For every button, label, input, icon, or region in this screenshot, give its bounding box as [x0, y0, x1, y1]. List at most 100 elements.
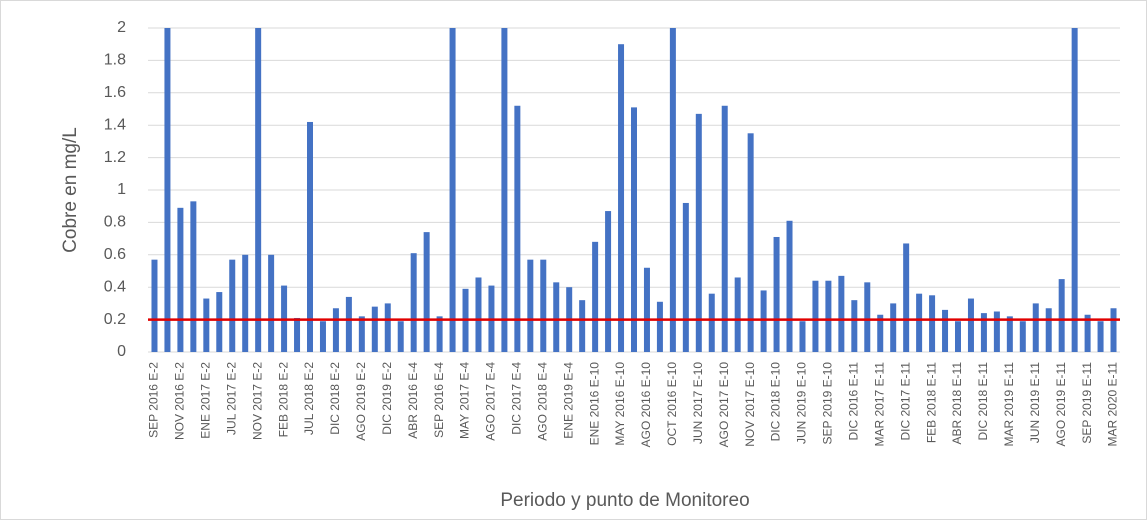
bar: [151, 259, 158, 352]
x-tick-label: JUN 2019 E-11: [1028, 362, 1042, 443]
bar: [864, 282, 871, 352]
bar: [1032, 303, 1039, 352]
bar: [618, 44, 625, 352]
bar: [436, 316, 443, 352]
bar: [669, 28, 676, 352]
bar: [397, 321, 404, 352]
x-tick-label: JUN 2017 E-10: [691, 362, 705, 444]
bar: [916, 293, 923, 352]
x-tick-label: ENE 2019 E-4: [561, 362, 575, 439]
bar: [812, 280, 819, 352]
bar: [760, 290, 767, 352]
bar: [877, 314, 884, 352]
x-tick-label: JUN 2019 E-10: [795, 362, 809, 444]
bar: [294, 317, 301, 352]
x-tick-label: ABR 2018 E-11: [950, 362, 964, 445]
bar: [345, 296, 352, 352]
x-tick-label: JUL 2018 E-2: [302, 362, 316, 435]
y-tick-label: 1.2: [104, 149, 126, 166]
bar: [553, 282, 560, 352]
x-tick-label: MAY 2016 E-10: [613, 362, 627, 446]
bar: [358, 316, 365, 352]
y-tick-label: 1.4: [104, 116, 126, 133]
y-tick-label: 0: [117, 343, 126, 360]
x-tick-label: AGO 2019 E-2: [354, 362, 368, 441]
x-tick-label: DIC 2018 E-10: [769, 362, 783, 442]
bar: [708, 293, 715, 352]
bar: [773, 236, 780, 352]
y-tick-label: 1.6: [104, 84, 126, 101]
x-tick-label: SEP 2016 E-2: [147, 362, 161, 438]
bar: [242, 254, 249, 352]
bar: [747, 133, 754, 352]
x-tick-label: DIC 2017 E-11: [898, 362, 912, 441]
bar: [371, 306, 378, 352]
bar: [656, 301, 663, 352]
x-tick-label: AGO 2019 E-11: [1054, 362, 1068, 447]
y-tick-label: 1: [117, 181, 126, 198]
y-tick-label: 2: [117, 19, 126, 36]
bar: [643, 267, 650, 352]
x-tick-label: ENE 2016 E-10: [587, 362, 601, 446]
bar: [164, 28, 171, 352]
bar: [190, 201, 197, 352]
x-tick-label: DIC 2018 E-11: [976, 362, 990, 441]
x-tick-label: MAR 2020 E-11: [1106, 362, 1120, 447]
bar: [825, 280, 832, 352]
bar: [734, 277, 741, 352]
bar: [967, 298, 974, 352]
bar: [501, 28, 508, 352]
x-tick-label: ABR 2016 E-4: [406, 362, 420, 439]
bar: [384, 303, 391, 352]
y-tick-label: 0.6: [104, 246, 126, 263]
x-tick-label: DIC 2017 E-4: [510, 362, 524, 435]
bar: [1019, 321, 1026, 352]
y-tick-label: 1.8: [104, 52, 126, 69]
x-tick-label: NOV 2017 E-2: [250, 362, 264, 440]
bar: [1045, 308, 1052, 352]
bar: [475, 277, 482, 352]
bar: [579, 300, 586, 352]
x-tick-label: FEB 2018 E-11: [924, 362, 938, 443]
bar: [410, 253, 417, 352]
x-tick-label: SEP 2016 E-4: [432, 362, 446, 438]
bar: [838, 275, 845, 352]
bar: [993, 311, 1000, 352]
bar: [592, 241, 599, 352]
bar: [929, 295, 936, 352]
x-tick-label: AGO 2016 E-10: [639, 362, 653, 448]
x-tick-label: SEP 2019 E-11: [1080, 362, 1094, 444]
bar: [955, 321, 961, 352]
bar: [319, 321, 326, 352]
bar: [903, 243, 910, 352]
bar: [527, 259, 534, 352]
bar: [1071, 28, 1078, 352]
x-tick-label: MAR 2019 E-11: [1002, 362, 1016, 447]
bar: [851, 300, 858, 352]
x-tick-label: AGO 2017 E-10: [717, 362, 731, 448]
bar: [1006, 316, 1013, 352]
bar: [799, 321, 806, 352]
bar: [980, 313, 987, 352]
bar: [890, 303, 897, 352]
bar: [177, 207, 184, 352]
bar: [1084, 314, 1091, 352]
x-tick-label: AGO 2018 E-4: [535, 362, 549, 441]
bar: [721, 105, 728, 352]
bar: [255, 28, 262, 352]
bar: [786, 220, 793, 352]
x-tick-label: DIC 2019 E-2: [380, 362, 394, 435]
bar: [1058, 279, 1065, 352]
y-tick-label: 0.4: [104, 278, 126, 295]
x-tick-label: AGO 2017 E-4: [484, 362, 498, 441]
x-tick-label: DIC 2016 E-11: [846, 362, 860, 441]
x-tick-label: NOV 2016 E-2: [173, 362, 187, 440]
x-tick-label: NOV 2017 E-10: [743, 362, 757, 447]
y-tick-label: 0.2: [104, 311, 126, 328]
bar: [682, 202, 689, 352]
bar: [332, 308, 339, 352]
x-axis-title: Periodo y punto de Monitoreo: [500, 490, 749, 511]
bar: [514, 105, 521, 352]
x-tick-label: DIC 2018 E-2: [328, 362, 342, 435]
